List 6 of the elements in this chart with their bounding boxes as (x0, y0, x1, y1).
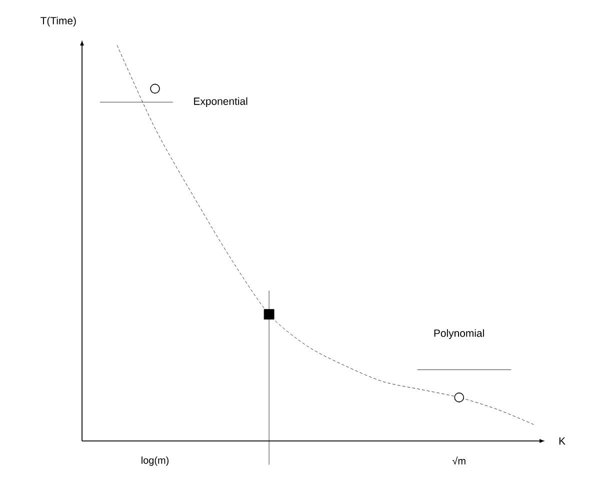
x-tick-label: log(m) (142, 456, 169, 466)
annotation: Polynomial (434, 329, 484, 339)
x-tick-label: √m (452, 456, 466, 464)
x-axis-title: K (559, 437, 566, 445)
annotation: Exponential (194, 97, 248, 108)
y-axis-title: T(Time) (40, 16, 76, 26)
